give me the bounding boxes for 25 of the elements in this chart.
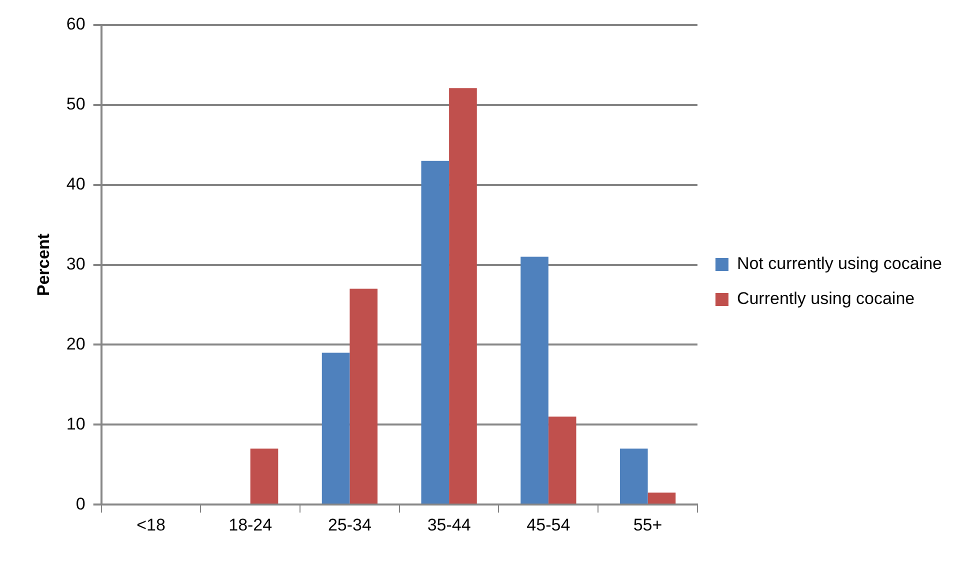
bar [648,492,676,504]
x-tick-label: 25-34 [328,515,372,534]
y-tick-label: 0 [76,494,86,514]
x-tick-label: <18 [136,515,166,534]
x-tick-label: 55+ [633,515,662,534]
bar [620,448,648,504]
y-tick-label: 10 [66,414,86,434]
legend-label: Not currently using cocaine [736,254,942,274]
bar [250,448,278,504]
legend-label: Currently using cocaine [736,289,915,308]
y-tick-label: 60 [66,14,86,34]
bar [322,352,350,504]
x-tick-label: 45-54 [526,515,570,534]
bar [421,160,450,504]
y-tick-label: 40 [66,174,86,194]
y-tick-label: 30 [66,254,86,274]
x-tick-label: 18-24 [228,515,272,534]
y-axis-title: Percent [34,233,53,296]
bar [350,288,378,504]
bar [520,256,548,504]
bar [548,416,576,504]
x-tick-label: 35-44 [427,515,471,534]
y-tick-label: 20 [66,334,86,354]
bar [449,88,477,504]
y-tick-label: 50 [66,94,86,114]
